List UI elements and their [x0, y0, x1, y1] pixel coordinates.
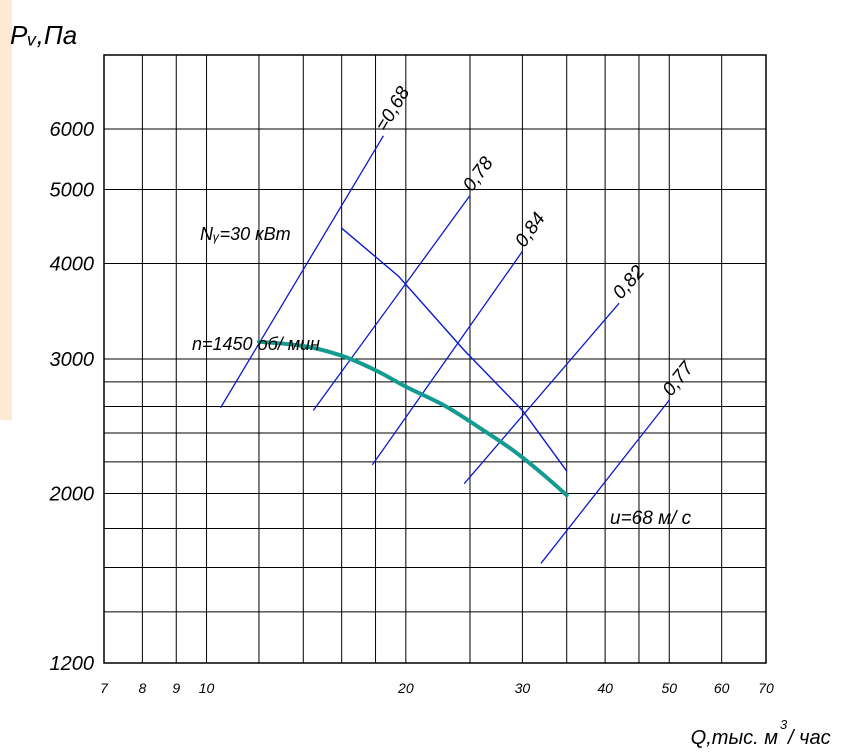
y-axis-label: Pᵥ,Па [10, 20, 77, 50]
x-tick-label: 20 [397, 680, 414, 696]
efficiency-lines [220, 135, 670, 564]
y-tick-labels: 1200 2000 3000 4000 5000 6000 [49, 119, 95, 675]
x-tick-label: 9 [172, 680, 180, 696]
side-band [0, 0, 12, 420]
efficiency-line [312, 195, 471, 411]
y-tick-label: 5000 [50, 180, 95, 202]
series-label: n=1450 об/ мин [192, 334, 320, 354]
x-tick-label: 10 [199, 680, 215, 696]
efficiency-line [463, 302, 620, 485]
x-tick-label: 50 [661, 680, 677, 696]
efficiency-label: =0,68 [372, 83, 415, 135]
efficiency-label: 0,82 [609, 261, 649, 303]
x-axis-label-tail: / час [786, 727, 831, 749]
grid [103, 54, 767, 664]
power-line [341, 227, 568, 472]
efficiency-label: 0,77 [659, 357, 699, 400]
efficiency-line [540, 399, 670, 564]
pressure-curve [256, 339, 569, 498]
power-line-path [341, 227, 568, 472]
x-tick-label: 7 [100, 680, 109, 696]
power-label: Nᵧ=30 кВт [200, 224, 291, 244]
y-tick-label: 2000 [49, 484, 95, 506]
x-axis-label: Q,тыс. м [691, 727, 779, 749]
x-tick-label: 60 [714, 680, 730, 696]
y-tick-label: 1200 [50, 653, 95, 675]
y-tick-label: 3000 [50, 349, 95, 371]
x-axis-label-exponent: 3 [780, 717, 788, 732]
x-tick-label: 70 [758, 680, 774, 696]
series-line [256, 339, 569, 498]
efficiency-line [371, 250, 523, 466]
y-tick-label: 4000 [50, 254, 95, 276]
x-tick-label: 40 [597, 680, 613, 696]
x-tick-label: 30 [515, 680, 531, 696]
efficiency-line [220, 135, 384, 409]
velocity-label: u=68 м/ c [610, 508, 692, 529]
x-tick-label: 8 [138, 680, 146, 696]
plot-border [103, 54, 767, 664]
efficiency-label: 0,84 [511, 209, 549, 251]
plot-frame [103, 54, 767, 664]
x-tick-labels: 7 8 9 10 20 30 40 50 60 70 [100, 680, 774, 696]
y-tick-label: 6000 [50, 119, 95, 141]
